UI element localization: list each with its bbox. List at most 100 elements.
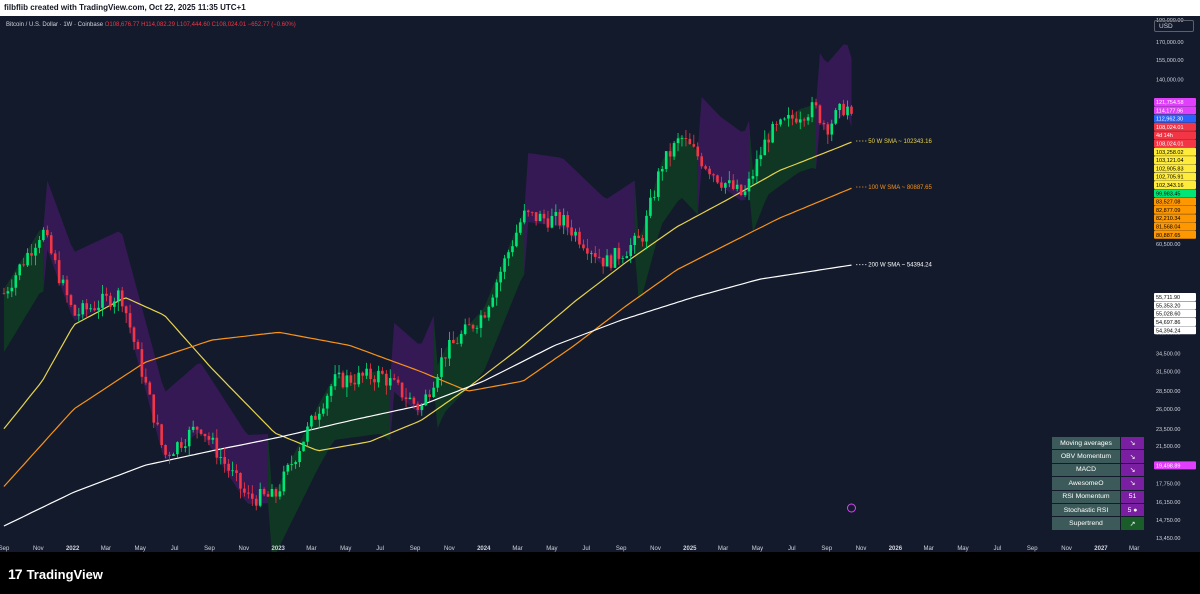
price-tag-label: 82,877.09 — [1156, 208, 1180, 214]
indicator-name: MACD — [1051, 462, 1121, 478]
price-tag-label: 19,498.89 — [1156, 463, 1180, 469]
candle-body — [637, 235, 640, 239]
candle-body — [73, 304, 77, 316]
candle-body — [34, 247, 37, 256]
candle-body — [416, 403, 420, 411]
y-tick-label: 34,500.00 — [1156, 352, 1180, 358]
candle-body — [633, 235, 636, 246]
indicator-name: Stochastic RSI — [1051, 502, 1121, 518]
price-tag — [1154, 156, 1196, 165]
candle-body — [337, 372, 341, 375]
x-tick-label: Jul — [994, 546, 1002, 552]
candle-body — [735, 184, 739, 189]
x-tick-label: Mar — [306, 546, 316, 552]
candle-body — [448, 339, 451, 359]
price-tag — [1154, 205, 1196, 214]
candle-body — [554, 211, 558, 216]
candle-body — [444, 357, 447, 359]
price-tag-label: 54,697.86 — [1156, 320, 1180, 326]
price-tag — [1154, 214, 1196, 223]
candle-body — [239, 473, 242, 489]
price-tag — [1154, 147, 1196, 156]
candle-body — [176, 442, 179, 455]
candle-body — [314, 415, 317, 420]
indicator-value: ↘ — [1119, 449, 1146, 464]
x-tick-label: May — [340, 546, 351, 552]
candle-body — [298, 451, 301, 463]
indicator-row: AwesomeO ↘ — [1051, 476, 1146, 491]
candle-body — [810, 102, 814, 118]
candle-body — [113, 301, 116, 307]
candle-body — [440, 357, 443, 377]
candle-body — [724, 183, 727, 188]
candle-body — [503, 258, 506, 272]
candle-body — [775, 124, 778, 125]
candle-body — [850, 106, 853, 114]
footer: 17 TradingView — [0, 552, 1200, 594]
x-tick-label: Jul — [376, 546, 384, 552]
candle-body — [144, 376, 148, 383]
price-tag — [1154, 293, 1196, 302]
candle-body — [755, 159, 759, 177]
candle-body — [692, 144, 696, 147]
price-chart[interactable]: 190,000.00 170,000.00 155,000.00 140,000.00… — [0, 16, 1200, 552]
candle-body — [392, 378, 396, 380]
y-tick-label: 170,000.00 — [1156, 40, 1184, 46]
candle-body — [109, 295, 112, 307]
candle-body — [211, 437, 215, 440]
candle-body — [467, 324, 471, 326]
candle-body — [227, 463, 230, 471]
y-axis-panel — [1146, 16, 1200, 552]
x-tick-label: Mar — [718, 546, 728, 552]
price-tag — [1154, 106, 1196, 115]
candle-body — [617, 247, 621, 259]
chart-pane[interactable]: 190,000.00 170,000.00 155,000.00 140,000.00… — [0, 16, 1200, 552]
indicator-row: Stochastic RSI 5 ● — [1051, 502, 1146, 518]
x-tick-label: Mar — [101, 546, 111, 552]
candle-body — [751, 176, 755, 179]
x-tick-label: Mar — [512, 546, 522, 552]
price-tag — [1154, 122, 1196, 131]
price-tag-label: 55,028.60 — [1156, 312, 1180, 318]
indicator-value: ↘ — [1119, 435, 1146, 451]
candle-body — [400, 382, 404, 398]
indicator-value: ↗ — [1119, 516, 1146, 531]
candle-body — [704, 166, 707, 169]
candle-body — [771, 124, 774, 143]
x-tick-label: 2027 — [1094, 546, 1108, 552]
bull-cloud — [268, 371, 391, 552]
candle-body — [653, 196, 656, 198]
candle-body — [6, 291, 10, 294]
symbol-legend: Bitcoin / U.S. Dollar · 1W · Coinbase O1… — [6, 22, 296, 28]
candle-body — [743, 191, 747, 195]
candle-body — [385, 373, 388, 386]
bear-cloud — [524, 153, 635, 275]
y-tick-label: 155,000.00 — [1156, 58, 1184, 64]
candle-body — [22, 264, 25, 266]
indicator-row: MACD ↘ — [1051, 462, 1146, 478]
price-tag-label: 102,343.16 — [1156, 183, 1184, 189]
candle-body — [199, 429, 203, 434]
candle-body — [838, 103, 841, 111]
sma-label: 100 W SMA ~ 80887.65 — [868, 185, 932, 191]
candle-body — [688, 138, 692, 145]
candle-body — [93, 308, 96, 311]
price-tag-label: 81,568.04 — [1156, 225, 1180, 231]
candle-body — [794, 118, 798, 123]
x-tick-label: Jul — [171, 546, 179, 552]
currency-button[interactable]: USD — [1154, 20, 1194, 32]
tradingview-logo[interactable]: 17 TradingView — [8, 566, 103, 582]
candle-body — [818, 105, 822, 123]
y-tick-label: 26,000.00 — [1156, 407, 1180, 413]
candle-body — [81, 303, 85, 315]
x-tick-label: May — [546, 546, 557, 552]
candle-body — [286, 464, 290, 472]
candle-body — [731, 180, 735, 189]
candle-body — [2, 293, 6, 295]
candle-body — [727, 180, 731, 184]
candle-body — [613, 247, 617, 268]
candle-body — [318, 413, 321, 420]
candle-body — [712, 174, 715, 176]
y-tick-label: 21,500.00 — [1156, 444, 1180, 450]
x-tick-label: Sep — [0, 546, 10, 552]
